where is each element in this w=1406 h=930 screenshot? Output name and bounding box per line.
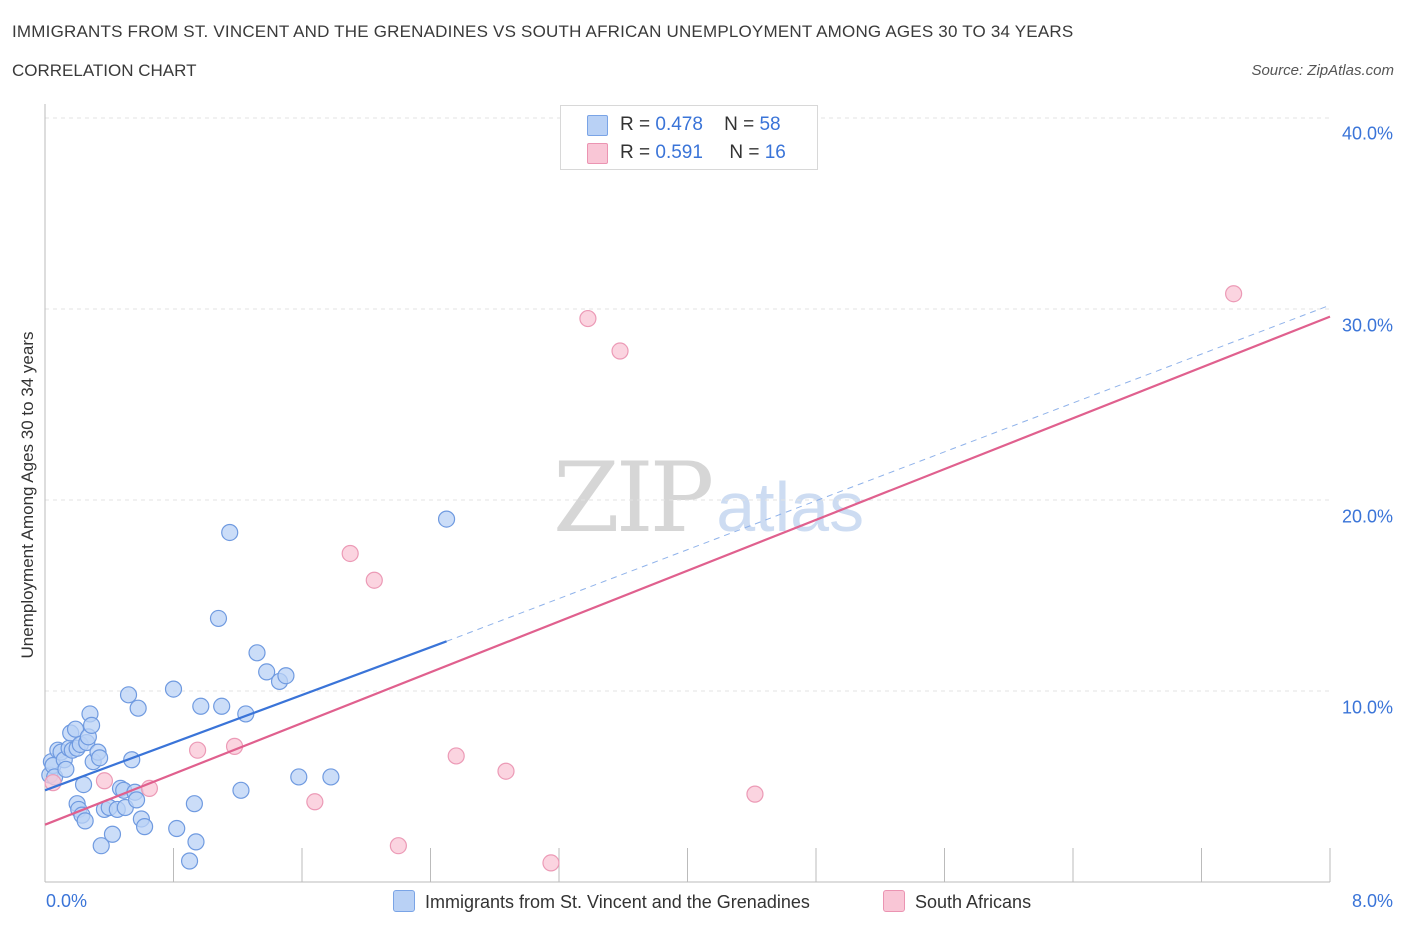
data-point-immigrants bbox=[232, 781, 250, 799]
stats-legend: R = 0.478 N = 58 R = 0.591 N = 16 bbox=[560, 105, 818, 170]
data-point-immigrants bbox=[92, 837, 110, 855]
data-point-south-africans bbox=[1225, 285, 1243, 303]
n-label: N = bbox=[724, 114, 755, 135]
legend-item-immigrants: Immigrants from St. Vincent and the Gren… bbox=[393, 890, 810, 913]
x-tick-label-min: 0.0% bbox=[46, 891, 88, 911]
y-tick-label-10: 10.0% bbox=[1341, 697, 1393, 718]
data-point-immigrants bbox=[185, 795, 203, 813]
data-point-immigrants bbox=[180, 852, 199, 870]
r-label: R = bbox=[620, 142, 651, 163]
data-point-immigrants bbox=[135, 818, 154, 836]
legend-label-immigrants: Immigrants from St. Vincent and the Gren… bbox=[425, 892, 810, 912]
watermark-atlas: atlas bbox=[716, 468, 865, 546]
watermark-zip: ZIP bbox=[553, 442, 714, 554]
watermark: ZIPatlas bbox=[553, 442, 864, 554]
n-value: 58 bbox=[759, 114, 781, 135]
source-label: Source: ZipAtlas.com bbox=[1251, 62, 1394, 79]
blue-swatch bbox=[587, 115, 608, 136]
legend-label-south-africans: South Africans bbox=[915, 892, 1032, 912]
legend-swatch-blue bbox=[393, 890, 415, 912]
data-point-south-africans bbox=[365, 571, 383, 589]
data-point-south-africans bbox=[447, 747, 465, 765]
data-point-immigrants bbox=[127, 791, 146, 809]
data-point-immigrants bbox=[57, 760, 75, 778]
trendline-south-africans bbox=[44, 315, 1331, 826]
legend-swatch-pink bbox=[883, 890, 905, 912]
n-value: 16 bbox=[764, 142, 786, 163]
data-point-immigrants bbox=[248, 644, 266, 662]
y-tick-label-40: 40.0% bbox=[1341, 123, 1393, 144]
r-label: R = bbox=[620, 114, 651, 135]
data-point-south-africans bbox=[746, 785, 764, 803]
data-point-immigrants bbox=[103, 825, 122, 843]
data-point-immigrants bbox=[192, 697, 210, 715]
legend-item-south-africans: South Africans bbox=[883, 890, 1031, 913]
data-point-south-africans bbox=[389, 837, 407, 855]
chart-subtitle: CORRELATION CHART bbox=[12, 61, 197, 80]
x-tick-label-max: 8.0% bbox=[1351, 891, 1393, 911]
data-point-south-africans bbox=[579, 309, 597, 328]
trendline-immigrants bbox=[44, 640, 447, 792]
y-tick-label-20: 20.0% bbox=[1341, 506, 1393, 527]
data-point-immigrants bbox=[258, 663, 276, 681]
data-point-immigrants bbox=[277, 667, 295, 685]
data-point-immigrants bbox=[437, 510, 456, 528]
data-point-immigrants bbox=[119, 686, 138, 704]
data-point-south-africans bbox=[306, 793, 324, 811]
data-point-immigrants bbox=[66, 720, 85, 738]
data-point-south-africans bbox=[95, 772, 114, 790]
data-point-immigrants bbox=[76, 812, 94, 830]
pink-swatch bbox=[587, 143, 608, 164]
data-point-south-africans bbox=[188, 741, 207, 759]
trendline-blue-extension bbox=[446, 304, 1331, 642]
data-point-immigrants bbox=[290, 768, 308, 786]
data-point-south-africans bbox=[497, 762, 515, 780]
data-point-immigrants bbox=[91, 749, 109, 767]
data-point-south-africans bbox=[341, 544, 359, 563]
n-label: N = bbox=[729, 142, 760, 163]
data-point-immigrants bbox=[168, 819, 186, 838]
chart-title: IMMIGRANTS FROM ST. VINCENT AND THE GREN… bbox=[12, 22, 1074, 41]
data-point-immigrants bbox=[221, 523, 239, 542]
y-tick-label-30: 30.0% bbox=[1341, 315, 1393, 336]
r-value: 0.591 bbox=[655, 142, 703, 163]
data-point-immigrants bbox=[129, 699, 147, 717]
data-point-south-africans bbox=[542, 854, 560, 872]
data-point-immigrants bbox=[187, 833, 205, 851]
data-point-immigrants bbox=[322, 768, 340, 786]
data-point-immigrants bbox=[164, 680, 183, 698]
y-axis-label: Unemployment Among Ages 30 to 34 years bbox=[18, 331, 37, 659]
data-point-immigrants bbox=[213, 697, 231, 715]
data-point-immigrants bbox=[209, 609, 228, 628]
r-value: 0.478 bbox=[655, 114, 703, 135]
data-point-south-africans bbox=[611, 342, 629, 360]
data-point-immigrants bbox=[82, 716, 101, 734]
